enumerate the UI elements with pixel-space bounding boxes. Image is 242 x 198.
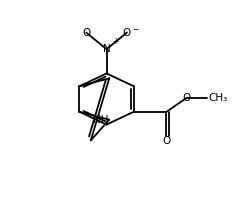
Text: CH₃: CH₃	[208, 93, 228, 103]
Text: O: O	[162, 136, 171, 146]
Text: −: −	[132, 25, 139, 34]
Text: +: +	[112, 37, 118, 46]
Text: NH: NH	[92, 115, 108, 125]
Text: N: N	[103, 44, 110, 54]
Text: O: O	[183, 93, 191, 103]
Text: O: O	[123, 28, 131, 38]
Text: O: O	[82, 28, 90, 38]
